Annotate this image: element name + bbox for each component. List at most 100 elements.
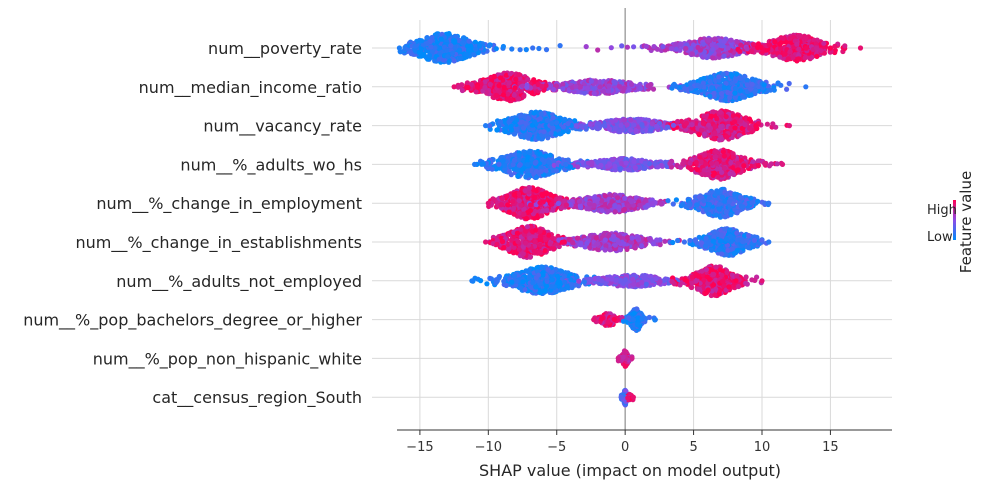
shap-point <box>772 39 778 45</box>
shap-point <box>724 134 730 140</box>
shap-point <box>750 41 756 48</box>
shap-point <box>717 109 724 115</box>
shap-point <box>436 56 442 62</box>
shap-point <box>688 85 694 92</box>
shap-point <box>728 37 734 43</box>
shap-point <box>525 133 531 139</box>
shap-point <box>567 164 574 170</box>
shap-point <box>511 92 517 98</box>
shap-point <box>438 36 444 42</box>
shap-point <box>581 90 588 96</box>
shap-point <box>728 160 734 166</box>
shap-point <box>595 47 601 53</box>
shap-point <box>549 120 555 126</box>
shap-point <box>787 49 793 55</box>
shap-point <box>459 87 465 94</box>
shap-point <box>749 48 755 55</box>
shap-point <box>598 162 604 169</box>
shap-point <box>525 76 531 83</box>
shap-point <box>744 77 750 83</box>
shap-point <box>722 165 728 171</box>
shap-point <box>737 48 743 54</box>
shap-point <box>472 39 478 45</box>
shap-point <box>517 162 523 168</box>
shap-point <box>518 133 524 140</box>
shap-point <box>753 123 759 129</box>
shap-point <box>778 82 784 88</box>
shap-point <box>711 136 717 142</box>
shap-point <box>782 51 788 57</box>
shap-point <box>738 76 744 82</box>
shap-point <box>626 87 632 93</box>
shap-point <box>700 41 707 47</box>
shap-point <box>587 121 593 127</box>
shap-point <box>742 122 748 128</box>
shap-point <box>469 81 475 88</box>
shap-point <box>623 160 629 166</box>
shap-point <box>818 48 824 54</box>
shap-point <box>524 84 530 90</box>
shap-point <box>465 47 472 53</box>
shap-point <box>721 53 727 59</box>
shap-point <box>500 92 507 98</box>
shap-point <box>732 125 738 131</box>
shap-point <box>486 43 492 49</box>
shap-point <box>505 91 511 97</box>
shap-point <box>735 160 741 166</box>
shap-point <box>538 111 544 117</box>
shap-point <box>588 78 594 84</box>
beeswarm-row <box>451 70 809 104</box>
shap-point <box>709 42 715 48</box>
shap-point <box>747 126 753 132</box>
shap-point <box>714 161 720 167</box>
shap-point <box>547 152 553 158</box>
shap-point <box>448 43 454 49</box>
shap-point <box>452 38 458 44</box>
shap-point <box>813 45 820 51</box>
shap-point <box>496 161 502 167</box>
shap-point <box>747 86 754 92</box>
shap-point <box>419 38 425 44</box>
shap-point <box>514 126 520 132</box>
shap-point <box>732 85 739 91</box>
shap-point <box>777 54 783 60</box>
shap-point <box>705 171 711 178</box>
shap-point <box>803 84 809 90</box>
shap-point <box>506 80 512 86</box>
shap-point <box>718 90 725 97</box>
shap-point <box>557 43 563 49</box>
shap-point <box>693 159 700 165</box>
shap-point <box>531 77 537 83</box>
shap-point <box>523 120 529 127</box>
shap-point <box>713 154 719 160</box>
shap-point <box>780 35 786 41</box>
shap-point <box>710 55 716 61</box>
shap-point <box>697 154 703 160</box>
shap-point <box>796 46 802 52</box>
shap-point <box>785 56 791 62</box>
shap-point <box>537 115 543 122</box>
shap-point <box>523 47 529 53</box>
shap-point <box>530 45 536 51</box>
shap-point <box>538 168 544 175</box>
shap-point <box>606 83 612 89</box>
shap-point <box>510 162 516 168</box>
shap-point <box>612 163 618 169</box>
shap-point <box>711 90 717 96</box>
shap-point <box>497 119 504 125</box>
shap-point <box>412 47 418 53</box>
shap-point <box>738 42 744 48</box>
shap-point <box>631 159 637 165</box>
shap-point <box>624 44 631 50</box>
shap-point <box>458 55 464 61</box>
shap-point <box>459 40 466 46</box>
shap-point <box>698 159 704 165</box>
shap-point <box>502 162 508 168</box>
shap-point <box>575 164 581 170</box>
shap-point <box>857 45 864 51</box>
shap-point <box>694 167 700 173</box>
shap-point <box>827 45 833 51</box>
shap-point <box>737 88 744 94</box>
shap-point <box>451 58 457 64</box>
shap-point <box>550 87 557 93</box>
